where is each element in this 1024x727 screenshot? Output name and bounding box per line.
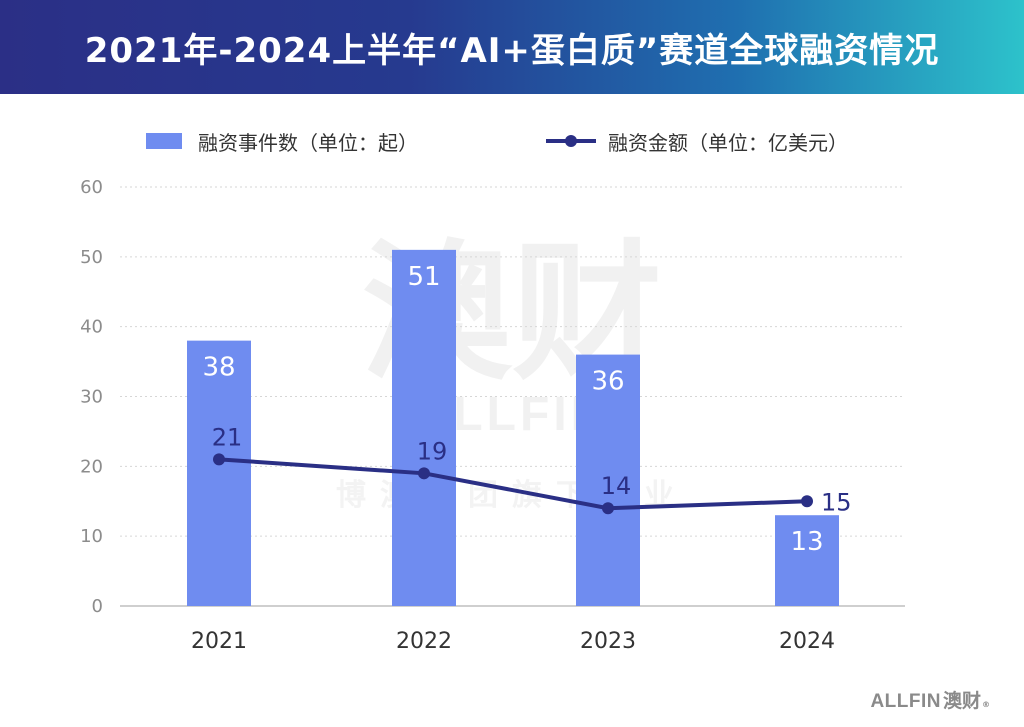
legend-line-swatch — [546, 133, 596, 149]
page-title: 2021年-2024上半年“AI+蛋白质”赛道全球融资情况 — [84, 30, 940, 71]
legend-bar-swatch — [146, 133, 182, 149]
bar — [392, 249, 456, 606]
y-tick-label: 10 — [80, 526, 103, 547]
x-tick-label: 2024 — [779, 629, 835, 654]
line-value-label: 14 — [601, 472, 632, 500]
bar-value-label: 13 — [790, 527, 823, 557]
footer-logo-en: ALLFIN — [870, 691, 941, 712]
y-tick-label: 50 — [80, 247, 103, 268]
y-tick-label: 30 — [80, 387, 103, 408]
bar-value-label: 38 — [202, 353, 235, 383]
y-tick-label: 40 — [80, 317, 103, 338]
header-banner: 2021年-2024上半年“AI+蛋白质”赛道全球融资情况 — [0, 0, 1024, 94]
line-value-label: 21 — [212, 423, 243, 451]
line-value-label: 19 — [417, 437, 448, 465]
legend-line-label: 融资金额（单位：亿美元） — [608, 130, 848, 155]
y-tick-label: 60 — [80, 177, 103, 198]
footer-logo-mark: ® — [982, 700, 990, 709]
bar — [775, 515, 839, 606]
bar-value-label: 36 — [591, 367, 624, 397]
bar — [576, 354, 640, 606]
footer-logo: ALLFIN 澳财 ® — [870, 686, 990, 713]
x-axis: 2021 2022 2023 2024 — [191, 629, 835, 654]
x-tick-label: 2022 — [396, 629, 452, 654]
line-point — [213, 453, 225, 466]
line-point — [602, 502, 614, 515]
footer-logo-cn: 澳财 — [942, 690, 981, 712]
y-tick-label: 20 — [80, 456, 103, 477]
y-tick-label: 0 — [92, 596, 103, 617]
bar-series: 38 51 36 13 — [187, 249, 839, 606]
line-series: 21 19 14 15 — [212, 423, 852, 516]
line-path — [218, 457, 808, 511]
y-axis: 0 10 20 30 40 50 60 — [80, 177, 103, 617]
legend-item-line: 融资金额（单位：亿美元） — [546, 126, 848, 156]
bar-value-label: 51 — [407, 262, 440, 292]
line-point — [418, 467, 430, 480]
x-tick-label: 2021 — [191, 629, 247, 654]
chart-legend: 融资事件数（单位：起） 融资金额（单位：亿美元） — [0, 126, 1024, 156]
bar — [187, 340, 251, 606]
legend-bar-label: 融资事件数（单位：起） — [198, 130, 418, 155]
line-value-label: 15 — [821, 488, 852, 516]
line-point — [801, 495, 813, 508]
x-tick-label: 2023 — [580, 629, 636, 654]
legend-item-bar: 融资事件数（单位：起） — [146, 126, 418, 156]
